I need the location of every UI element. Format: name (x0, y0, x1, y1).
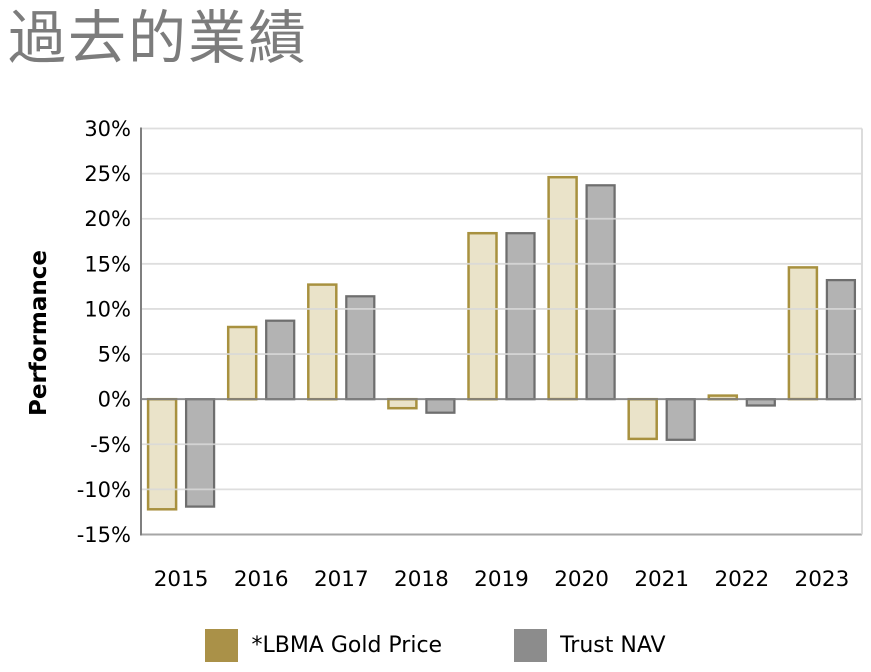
x-tick-label: 2015 (154, 567, 209, 592)
x-tick-label: 2017 (314, 567, 369, 592)
legend-item-lbma-gold-price: *LBMA Gold Price (205, 629, 442, 662)
bar-2023-lbma-gold (787, 266, 819, 401)
legend-label-lbma: *LBMA Gold Price (251, 633, 443, 658)
x-tick-label: 2020 (554, 567, 609, 592)
legend-swatch-nav-icon (514, 629, 548, 662)
y-tick-label: 5% (98, 343, 131, 367)
legend-item-trust-nav: Trust NAV (514, 629, 666, 662)
bar-2015-lbma-gold (146, 397, 178, 511)
bar-2018-trust-nav (425, 398, 456, 414)
bar-2021-trust-nav (665, 398, 696, 441)
bar-2015-trust-nav (184, 398, 216, 508)
y-tick-label: 0% (98, 388, 131, 412)
x-tick-label: 2023 (795, 567, 850, 592)
y-tick-label: -5% (90, 433, 131, 457)
bar-2017-lbma-gold (307, 283, 338, 401)
y-tick-label: 30% (84, 117, 131, 141)
y-tick-label: -10% (77, 478, 131, 502)
x-tick-label: 2021 (634, 567, 689, 592)
bar-2018-lbma-gold (387, 397, 418, 410)
bar-2020-trust-nav (585, 184, 616, 401)
bar-2020-lbma-gold (547, 175, 578, 401)
y-tick-label: 20% (84, 207, 131, 231)
x-tick-label: 2022 (714, 567, 769, 592)
x-tick-label: 2019 (474, 567, 529, 592)
bar-2019-lbma-gold (467, 231, 498, 401)
bar-2019-trust-nav (505, 232, 536, 401)
y-tick-label: 25% (84, 162, 131, 186)
bar-2016-trust-nav (265, 319, 296, 401)
bar-2021-lbma-gold (627, 397, 658, 441)
page-title: 過去的業績 (8, 4, 309, 72)
y-axis-title: Performance (26, 250, 52, 416)
y-tick-label: -15% (77, 523, 131, 547)
bar-2016-lbma-gold (226, 325, 258, 401)
legend-swatch-lbma-icon (205, 629, 239, 662)
x-tick-label: 2016 (234, 567, 289, 592)
bar-2017-trust-nav (345, 295, 376, 401)
performance-chart: 30% 25% 20% 15% 10% 5% 0% -5% -10% -15% 2015 2016 20… (26, 117, 863, 592)
legend-label-nav: Trust NAV (560, 633, 666, 658)
x-tick-label: 2018 (394, 567, 449, 592)
bar-2023-trust-nav (825, 278, 857, 401)
y-tick-label: 15% (84, 252, 131, 276)
chart-legend: *LBMA Gold Price Trust NAV (0, 629, 871, 662)
y-tick-label: 10% (84, 297, 131, 321)
